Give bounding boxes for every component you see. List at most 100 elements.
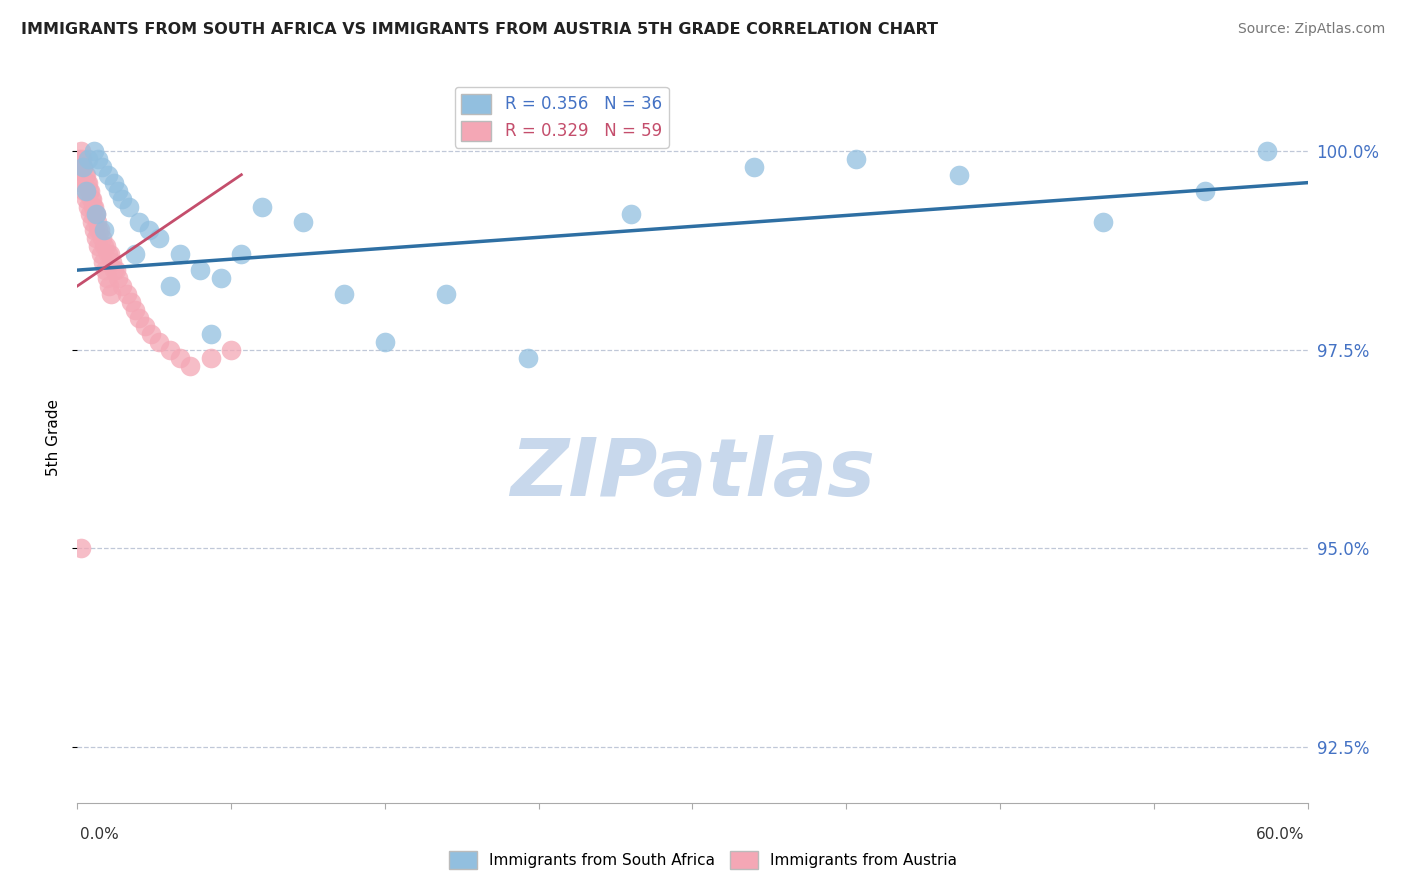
Point <box>250 200 273 214</box>
Point <box>188 263 212 277</box>
Point <box>107 184 129 198</box>
Point <box>91 255 114 269</box>
Point <box>83 200 105 214</box>
Point <box>72 160 94 174</box>
Point <box>87 239 110 253</box>
Legend: Immigrants from South Africa, Immigrants from Austria: Immigrants from South Africa, Immigrants… <box>443 845 963 875</box>
Point <box>75 168 97 182</box>
Point <box>96 271 118 285</box>
Point <box>111 192 134 206</box>
Legend: R = 0.356   N = 36, R = 0.329   N = 59: R = 0.356 N = 36, R = 0.329 N = 59 <box>454 87 668 148</box>
Point <box>86 215 108 229</box>
Point <box>98 279 121 293</box>
Point <box>83 207 105 221</box>
Point <box>72 152 94 166</box>
Text: 0.0%: 0.0% <box>80 827 120 841</box>
Point <box>148 334 170 349</box>
Point <box>148 231 170 245</box>
Point <box>219 343 242 357</box>
Text: ZIPatlas: ZIPatlas <box>510 434 875 513</box>
Point <box>98 247 121 261</box>
Point <box>179 359 201 373</box>
Point <box>742 160 765 174</box>
Point <box>1194 184 1216 198</box>
Point <box>79 207 101 221</box>
Point <box>141 326 163 341</box>
Point <box>94 239 117 253</box>
Point <box>76 152 98 166</box>
Point <box>84 207 107 221</box>
Point <box>117 200 139 214</box>
Text: 60.0%: 60.0% <box>1257 827 1305 841</box>
Point <box>76 176 98 190</box>
Point <box>200 351 222 365</box>
Point <box>111 279 134 293</box>
Point <box>100 287 122 301</box>
Point <box>103 263 125 277</box>
Point <box>101 255 124 269</box>
Point <box>90 160 114 174</box>
Point <box>845 152 868 166</box>
Point <box>138 223 160 237</box>
Point <box>333 287 356 301</box>
Point <box>209 271 232 285</box>
Point <box>93 239 115 253</box>
Point <box>69 168 91 182</box>
Point <box>620 207 643 221</box>
Point <box>374 334 396 349</box>
Point <box>77 184 100 198</box>
Point <box>80 192 103 206</box>
Point <box>159 279 181 293</box>
Point <box>1091 215 1114 229</box>
Point <box>517 351 540 365</box>
Point <box>70 176 93 190</box>
Point <box>93 223 115 237</box>
Point <box>76 176 98 190</box>
Point <box>291 215 314 229</box>
Point <box>97 168 120 182</box>
Point <box>79 192 101 206</box>
Point <box>70 541 93 556</box>
Point <box>134 318 156 333</box>
Point <box>124 302 146 317</box>
Point <box>169 351 191 365</box>
Point <box>436 287 458 301</box>
Point <box>75 184 97 198</box>
Point <box>1256 144 1278 158</box>
Point <box>77 200 100 214</box>
Point <box>70 144 93 158</box>
Point <box>89 223 111 237</box>
Point <box>120 294 142 309</box>
Point <box>128 215 150 229</box>
Point <box>73 168 96 182</box>
Point <box>159 343 181 357</box>
Point <box>90 247 112 261</box>
Point <box>103 176 125 190</box>
Point <box>105 263 128 277</box>
Point <box>107 271 129 285</box>
Point <box>82 200 104 214</box>
Point <box>90 231 114 245</box>
Point <box>231 247 253 261</box>
Text: IMMIGRANTS FROM SOUTH AFRICA VS IMMIGRANTS FROM AUSTRIA 5TH GRADE CORRELATION CH: IMMIGRANTS FROM SOUTH AFRICA VS IMMIGRAN… <box>21 22 938 37</box>
Point <box>82 215 104 229</box>
Point <box>72 160 94 174</box>
Point <box>75 192 97 206</box>
Point <box>83 223 105 237</box>
Point <box>128 310 150 325</box>
Point <box>124 247 146 261</box>
Point <box>84 207 107 221</box>
Text: Source: ZipAtlas.com: Source: ZipAtlas.com <box>1237 22 1385 37</box>
Point <box>948 168 970 182</box>
Point <box>83 144 105 158</box>
Point <box>67 152 90 166</box>
Point <box>115 287 138 301</box>
Y-axis label: 5th Grade: 5th Grade <box>45 399 60 475</box>
Point <box>87 223 110 237</box>
Point <box>84 231 107 245</box>
Point <box>79 184 101 198</box>
Point <box>69 160 91 174</box>
Point <box>97 247 120 261</box>
Point <box>73 184 96 198</box>
Point <box>169 247 191 261</box>
